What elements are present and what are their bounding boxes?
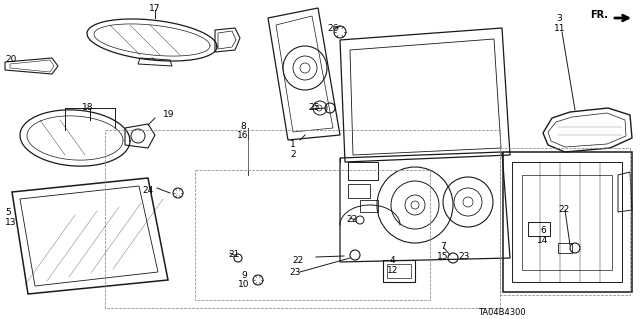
Text: 2: 2 (290, 150, 296, 159)
Text: 21: 21 (228, 250, 239, 259)
Text: 5: 5 (5, 208, 11, 217)
Text: 17: 17 (149, 4, 161, 13)
Text: 22: 22 (558, 205, 569, 214)
Text: 19: 19 (163, 110, 175, 119)
Text: 16: 16 (237, 131, 248, 140)
Text: 23: 23 (289, 268, 300, 277)
Text: 22: 22 (346, 215, 357, 224)
Bar (360, 200, 378, 212)
Text: 18: 18 (83, 103, 93, 112)
Text: FR.: FR. (590, 10, 608, 20)
Text: 3: 3 (556, 14, 562, 23)
Text: 24: 24 (142, 186, 153, 195)
Bar (348, 184, 370, 198)
Text: 23: 23 (458, 252, 469, 261)
Text: 9: 9 (241, 271, 247, 280)
Text: 8: 8 (240, 122, 246, 131)
Text: 14: 14 (537, 236, 548, 245)
Text: 1: 1 (290, 140, 296, 149)
Text: 6: 6 (540, 226, 546, 235)
Text: TA04B4300: TA04B4300 (478, 308, 525, 317)
Bar (348, 162, 378, 180)
Text: 4: 4 (390, 256, 396, 265)
Text: 10: 10 (238, 280, 250, 289)
Text: 11: 11 (554, 24, 566, 33)
Bar (387, 264, 411, 278)
Bar (528, 222, 550, 236)
Text: 25: 25 (308, 103, 319, 112)
Text: 15: 15 (437, 252, 449, 261)
Text: 12: 12 (387, 266, 398, 275)
Text: 20: 20 (5, 55, 17, 64)
Text: 22: 22 (292, 256, 303, 265)
Text: 7: 7 (440, 242, 445, 251)
Text: 13: 13 (5, 218, 17, 227)
Bar (558, 243, 572, 253)
Text: 26: 26 (327, 24, 339, 33)
Bar (383, 260, 415, 282)
